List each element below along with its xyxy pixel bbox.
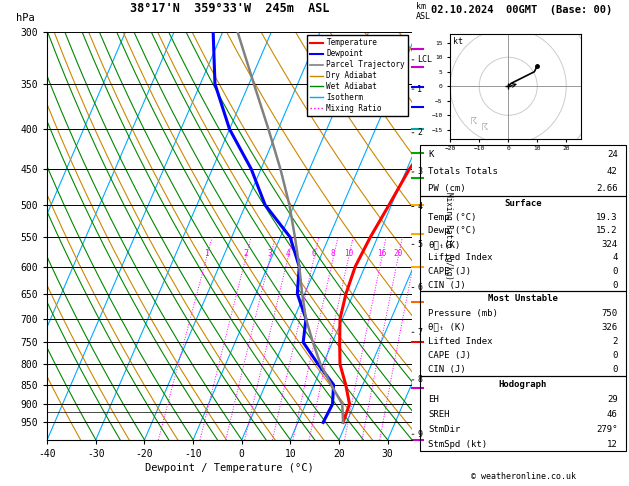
Text: 0: 0 (612, 280, 618, 290)
Text: 2: 2 (612, 337, 618, 346)
Text: 7: 7 (418, 328, 423, 337)
Text: 4: 4 (418, 202, 423, 211)
Text: 12: 12 (607, 440, 618, 449)
Text: Mixing Ratio (g/kg): Mixing Ratio (g/kg) (444, 192, 453, 279)
Text: 6: 6 (312, 249, 316, 258)
Text: 38°17'N  359°33'W  245m  ASL: 38°17'N 359°33'W 245m ASL (130, 1, 330, 15)
Text: 750: 750 (601, 309, 618, 317)
Text: Pressure (mb): Pressure (mb) (428, 309, 498, 317)
Text: LCL: LCL (418, 55, 433, 64)
X-axis label: Dewpoint / Temperature (°C): Dewpoint / Temperature (°C) (145, 463, 314, 473)
Legend: Temperature, Dewpoint, Parcel Trajectory, Dry Adiabat, Wet Adiabat, Isotherm, Mi: Temperature, Dewpoint, Parcel Trajectory… (306, 35, 408, 116)
Text: 2: 2 (243, 249, 248, 258)
Text: 279°: 279° (596, 425, 618, 434)
Text: SREH: SREH (428, 410, 450, 419)
Text: 8: 8 (331, 249, 335, 258)
Text: 3: 3 (268, 249, 272, 258)
Text: Dewp (°C): Dewp (°C) (428, 226, 477, 235)
Text: 3: 3 (418, 168, 423, 176)
Text: Most Unstable: Most Unstable (488, 295, 558, 303)
Text: 15.2: 15.2 (596, 226, 618, 235)
Text: 20: 20 (393, 249, 403, 258)
Text: 46: 46 (607, 410, 618, 419)
Text: Surface: Surface (504, 199, 542, 208)
Text: 02.10.2024  00GMT  (Base: 00): 02.10.2024 00GMT (Base: 00) (431, 4, 613, 15)
Text: 1: 1 (418, 85, 423, 94)
Text: θ⁣ₜ(K): θ⁣ₜ(K) (428, 240, 460, 249)
Text: CIN (J): CIN (J) (428, 280, 466, 290)
Text: 0: 0 (612, 267, 618, 276)
Text: Temp (°C): Temp (°C) (428, 213, 477, 222)
Text: 326: 326 (601, 323, 618, 332)
Text: Totals Totals: Totals Totals (428, 167, 498, 176)
Text: 2: 2 (418, 128, 423, 137)
Text: 9: 9 (418, 430, 423, 439)
Text: θ⁣ₜ (K): θ⁣ₜ (K) (428, 323, 466, 332)
Text: 5: 5 (418, 240, 423, 249)
Text: 0: 0 (612, 351, 618, 360)
Text: Lifted Index: Lifted Index (428, 337, 493, 346)
Text: 4: 4 (612, 253, 618, 262)
Text: 324: 324 (601, 240, 618, 249)
Text: ☈: ☈ (482, 122, 488, 132)
Text: 24: 24 (607, 150, 618, 159)
Text: Lifted Index: Lifted Index (428, 253, 493, 262)
Text: PW (cm): PW (cm) (428, 184, 466, 193)
Text: 10: 10 (344, 249, 353, 258)
Text: 4: 4 (286, 249, 290, 258)
Text: km
ASL: km ASL (416, 2, 431, 21)
Text: 16: 16 (377, 249, 386, 258)
Text: ☈: ☈ (470, 116, 476, 126)
Text: kt: kt (453, 37, 463, 46)
Text: 42: 42 (607, 167, 618, 176)
Text: 19.3: 19.3 (596, 213, 618, 222)
Text: CAPE (J): CAPE (J) (428, 267, 471, 276)
Text: 6: 6 (418, 283, 423, 292)
Text: 8: 8 (418, 375, 423, 384)
Text: © weatheronline.co.uk: © weatheronline.co.uk (471, 472, 576, 481)
Text: K: K (428, 150, 434, 159)
Text: CIN (J): CIN (J) (428, 365, 466, 374)
Text: StmSpd (kt): StmSpd (kt) (428, 440, 487, 449)
Text: 29: 29 (607, 395, 618, 404)
Text: hPa: hPa (16, 14, 35, 23)
Text: CAPE (J): CAPE (J) (428, 351, 471, 360)
Text: 1: 1 (204, 249, 209, 258)
Text: EH: EH (428, 395, 439, 404)
Text: StmDir: StmDir (428, 425, 460, 434)
Text: Hodograph: Hodograph (499, 380, 547, 389)
Text: 2.66: 2.66 (596, 184, 618, 193)
Text: 0: 0 (612, 365, 618, 374)
